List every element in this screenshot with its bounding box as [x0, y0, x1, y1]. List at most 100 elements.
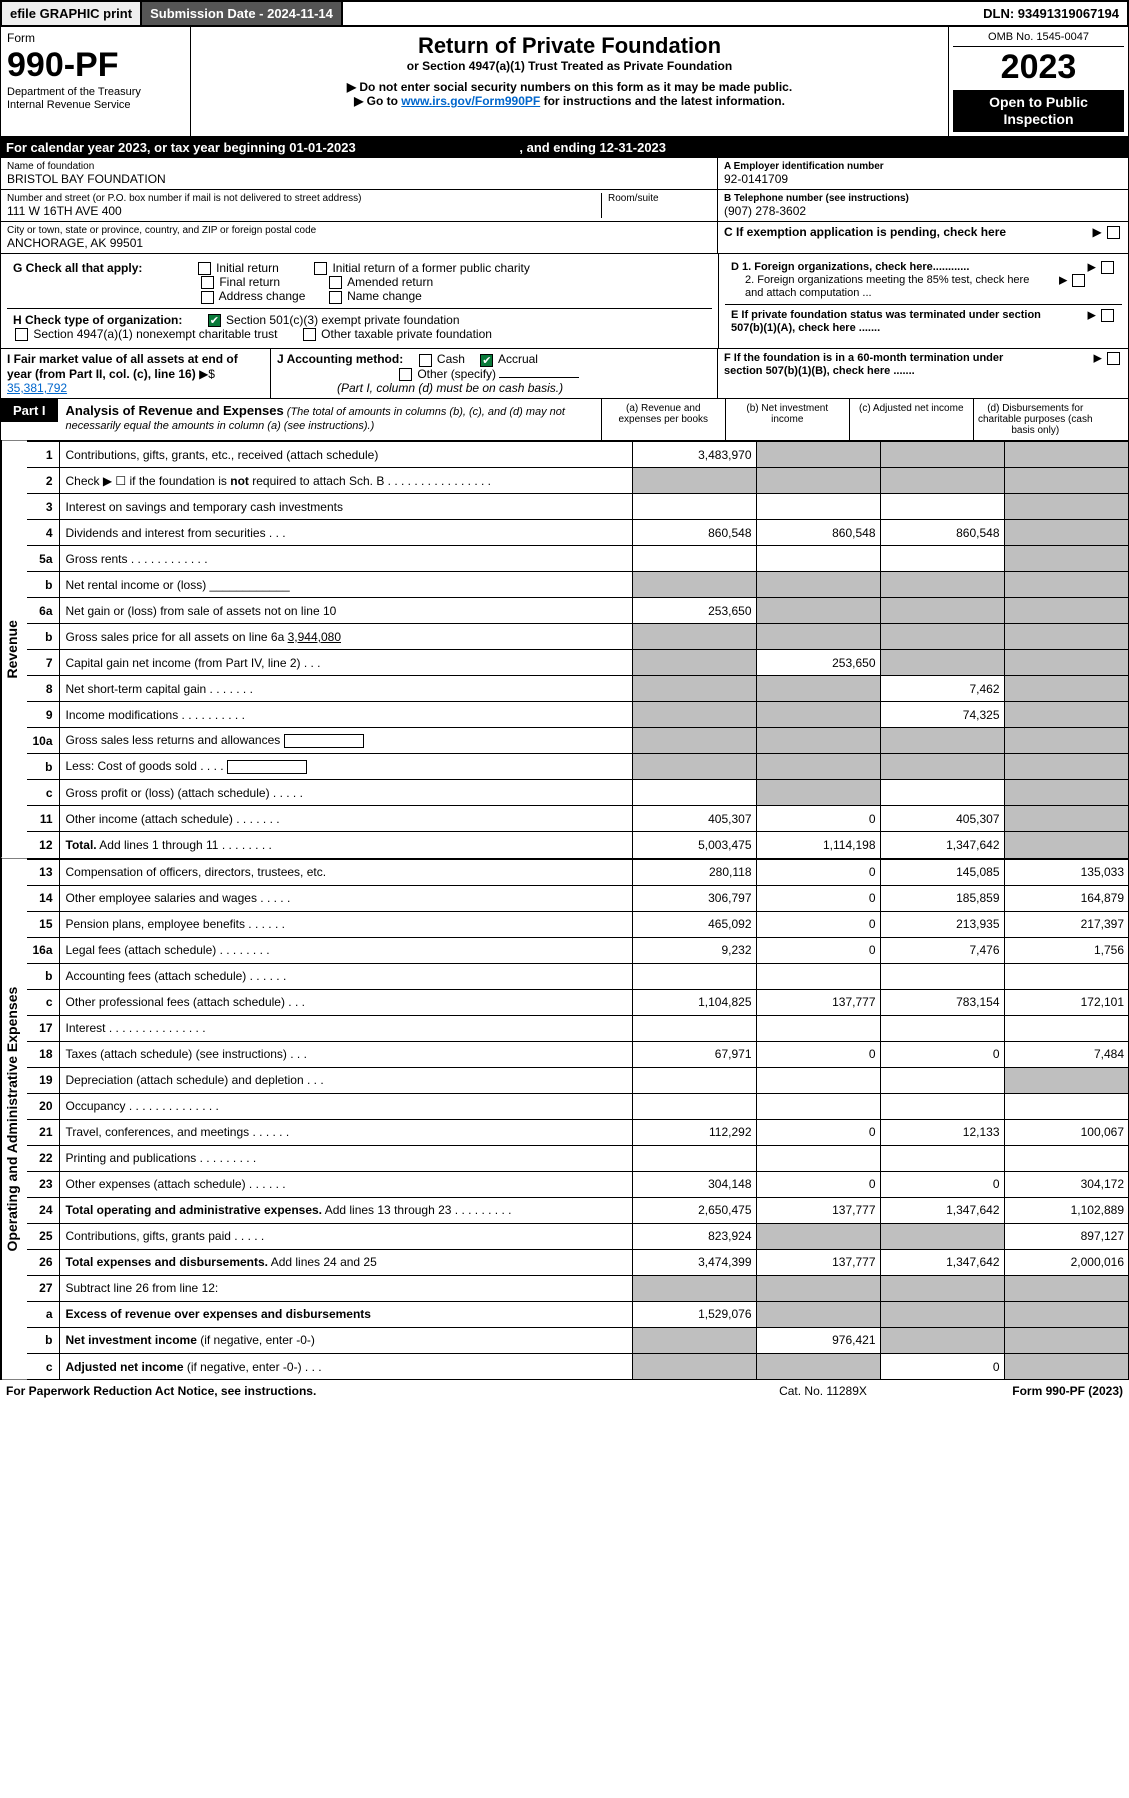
g-initial: Initial return — [216, 261, 279, 275]
row-num: c — [27, 1353, 59, 1379]
row-num: 25 — [27, 1223, 59, 1249]
cell — [632, 468, 756, 494]
form-sub1: or Section 4947(a)(1) Trust Treated as P… — [197, 59, 942, 73]
g-addr-cb[interactable] — [201, 291, 214, 304]
row-num: 16a — [27, 937, 59, 963]
form-word: Form — [7, 31, 184, 45]
j-accrual-cb[interactable] — [480, 354, 493, 367]
c-checkbox[interactable] — [1107, 226, 1120, 239]
paperwork-notice: For Paperwork Reduction Act Notice, see … — [6, 1384, 723, 1398]
cell — [632, 676, 756, 702]
revenue-table: 1Contributions, gifts, grants, etc., rec… — [27, 441, 1128, 858]
cell — [1004, 442, 1128, 468]
table-row: 4Dividends and interest from securities … — [27, 520, 1128, 546]
g-former-cb[interactable] — [314, 262, 327, 275]
cell — [1004, 963, 1128, 989]
cell — [1004, 1093, 1128, 1119]
cell: 1,104,825 — [632, 989, 756, 1015]
cal-year-bar: For calendar year 2023, or tax year begi… — [0, 137, 1129, 158]
cell — [880, 546, 1004, 572]
row-num: b — [27, 1327, 59, 1353]
row-desc: Total operating and administrative expen… — [59, 1197, 632, 1223]
g-initial-cb[interactable] — [198, 262, 211, 275]
cell — [880, 1145, 1004, 1171]
addr-label: Number and street (or P.O. box number if… — [7, 193, 601, 204]
cell: 145,085 — [880, 859, 1004, 885]
h-c3-cb[interactable] — [208, 314, 221, 327]
cell — [756, 572, 880, 598]
h-a1-cb[interactable] — [15, 328, 28, 341]
cell: 897,127 — [1004, 1223, 1128, 1249]
cell: 2,000,016 — [1004, 1249, 1128, 1275]
cell — [632, 1067, 756, 1093]
d2-cb[interactable] — [1072, 274, 1085, 287]
table-row: 21Travel, conferences, and meetings . . … — [27, 1119, 1128, 1145]
table-row: bAccounting fees (attach schedule) . . .… — [27, 963, 1128, 989]
ein: 92-0141709 — [724, 172, 1122, 186]
i-label: I Fair market value of all assets at end… — [7, 352, 238, 380]
cell: 253,650 — [632, 598, 756, 624]
calyear-a: For calendar year 2023, or tax year begi… — [6, 140, 356, 155]
e-cb[interactable] — [1101, 309, 1114, 322]
cell — [756, 598, 880, 624]
fmv-link[interactable]: 35,381,792 — [7, 381, 67, 395]
row-desc: Total expenses and disbursements. Add li… — [59, 1249, 632, 1275]
cell — [632, 780, 756, 806]
cell — [880, 572, 1004, 598]
cell: 0 — [756, 1119, 880, 1145]
row-num: 22 — [27, 1145, 59, 1171]
d1-cb[interactable] — [1101, 261, 1114, 274]
g-name: Name change — [347, 289, 422, 303]
cell — [880, 963, 1004, 989]
row-desc: Interest . . . . . . . . . . . . . . . — [59, 1015, 632, 1041]
tax-year: 2023 — [953, 47, 1124, 88]
cell — [880, 624, 1004, 650]
e-label: E If private foundation status was termi… — [731, 309, 1051, 335]
row-desc: Travel, conferences, and meetings . . . … — [59, 1119, 632, 1145]
cell — [880, 1223, 1004, 1249]
cell — [880, 754, 1004, 780]
cell: 976,421 — [756, 1327, 880, 1353]
cell: 9,232 — [632, 937, 756, 963]
cell: 405,307 — [880, 806, 1004, 832]
cell — [756, 1275, 880, 1301]
irs-link[interactable]: www.irs.gov/Form990PF — [401, 94, 540, 108]
g-final-cb[interactable] — [201, 276, 214, 289]
cell — [880, 468, 1004, 494]
cell: 1,114,198 — [756, 832, 880, 858]
row-num: 8 — [27, 676, 59, 702]
cell: 7,484 — [1004, 1041, 1128, 1067]
j-cash-cb[interactable] — [419, 354, 432, 367]
row-num: 15 — [27, 911, 59, 937]
row-desc: Dividends and interest from securities .… — [59, 520, 632, 546]
row-num: 24 — [27, 1197, 59, 1223]
efile-print-button[interactable]: efile GRAPHIC print — [2, 2, 142, 25]
cell — [632, 494, 756, 520]
cell: 12,133 — [880, 1119, 1004, 1145]
cell: 783,154 — [880, 989, 1004, 1015]
g-amended-cb[interactable] — [329, 276, 342, 289]
table-row: 17Interest . . . . . . . . . . . . . . . — [27, 1015, 1128, 1041]
row-num: 9 — [27, 702, 59, 728]
d2-label: 2. Foreign organizations meeting the 85%… — [745, 274, 1045, 300]
cell: 1,347,642 — [880, 1197, 1004, 1223]
h-other-cb[interactable] — [303, 328, 316, 341]
j-other: Other (specify) — [417, 367, 496, 381]
address: 111 W 16TH AVE 400 — [7, 204, 601, 218]
cell — [1004, 1301, 1128, 1327]
g-name-cb[interactable] — [329, 291, 342, 304]
form-ref: Form 990-PF (2023) — [923, 1384, 1123, 1398]
f-cb[interactable] — [1107, 352, 1120, 365]
cell: 304,172 — [1004, 1171, 1128, 1197]
row-num: 23 — [27, 1171, 59, 1197]
cell: 67,971 — [632, 1041, 756, 1067]
j-other-cb[interactable] — [399, 368, 412, 381]
cell: 306,797 — [632, 885, 756, 911]
cell — [756, 702, 880, 728]
row-desc: Other professional fees (attach schedule… — [59, 989, 632, 1015]
cell — [632, 650, 756, 676]
table-row: 20Occupancy . . . . . . . . . . . . . . — [27, 1093, 1128, 1119]
cell: 5,003,475 — [632, 832, 756, 858]
cell: 0 — [756, 911, 880, 937]
row-desc: Other income (attach schedule) . . . . .… — [59, 806, 632, 832]
